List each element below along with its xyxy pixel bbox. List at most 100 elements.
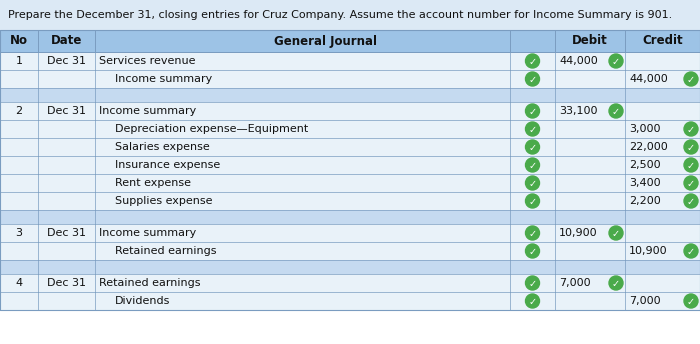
Text: Depreciation expense—Equipment: Depreciation expense—Equipment	[115, 124, 308, 134]
Text: Date: Date	[51, 34, 82, 47]
Text: ✓: ✓	[687, 75, 695, 85]
Text: 4: 4	[15, 278, 22, 288]
Circle shape	[609, 226, 623, 240]
Bar	[0, 210, 700, 224]
Circle shape	[684, 244, 698, 258]
Bar	[0, 30, 700, 52]
Text: Salaries expense: Salaries expense	[115, 142, 210, 152]
Circle shape	[526, 176, 540, 190]
Text: ✓: ✓	[528, 179, 537, 189]
Text: Dividends: Dividends	[115, 296, 170, 306]
Text: Insurance expense: Insurance expense	[115, 160, 220, 170]
Text: 44,000: 44,000	[559, 56, 598, 66]
Text: Income summary: Income summary	[99, 228, 196, 238]
Bar	[0, 52, 700, 70]
Bar	[0, 88, 700, 102]
Text: 2: 2	[15, 106, 22, 116]
Circle shape	[684, 176, 698, 190]
Circle shape	[526, 104, 540, 118]
Text: ✓: ✓	[687, 179, 695, 189]
Text: ✓: ✓	[687, 125, 695, 135]
Text: ✓: ✓	[528, 56, 537, 66]
Bar	[0, 242, 700, 260]
Text: General Journal: General Journal	[274, 34, 377, 47]
Bar	[0, 0, 700, 30]
Text: 2,200: 2,200	[629, 196, 661, 206]
Text: 3,000: 3,000	[629, 124, 661, 134]
Bar	[0, 30, 700, 310]
Text: Retained earnings: Retained earnings	[115, 246, 216, 256]
Bar	[0, 274, 700, 292]
Text: 1: 1	[15, 56, 22, 66]
Text: Retained earnings: Retained earnings	[99, 278, 200, 288]
Text: ✓: ✓	[687, 142, 695, 152]
Text: Dec 31: Dec 31	[47, 106, 86, 116]
Text: ✓: ✓	[528, 75, 537, 85]
Text: ✓: ✓	[612, 228, 620, 238]
Bar	[0, 102, 700, 120]
Circle shape	[526, 158, 540, 172]
Text: ✓: ✓	[687, 161, 695, 171]
Text: ✓: ✓	[528, 125, 537, 135]
Text: ✓: ✓	[528, 228, 537, 238]
Text: Rent expense: Rent expense	[115, 178, 191, 188]
Bar	[0, 224, 700, 242]
Text: Income summary: Income summary	[99, 106, 196, 116]
Bar	[0, 138, 700, 156]
Circle shape	[526, 140, 540, 154]
Text: Services revenue: Services revenue	[99, 56, 195, 66]
Bar	[0, 192, 700, 210]
Text: 7,000: 7,000	[559, 278, 591, 288]
Text: Supplies expense: Supplies expense	[115, 196, 213, 206]
Circle shape	[684, 122, 698, 136]
Text: Credit: Credit	[642, 34, 682, 47]
Text: ✓: ✓	[687, 297, 695, 307]
Text: 3: 3	[15, 228, 22, 238]
Text: ✓: ✓	[687, 196, 695, 206]
Text: ✓: ✓	[528, 297, 537, 307]
Circle shape	[609, 276, 623, 290]
Circle shape	[526, 276, 540, 290]
Circle shape	[609, 54, 623, 68]
Bar	[0, 174, 700, 192]
Text: ✓: ✓	[528, 142, 537, 152]
Text: 7,000: 7,000	[629, 296, 661, 306]
Bar	[0, 70, 700, 88]
Circle shape	[526, 194, 540, 208]
Bar	[0, 120, 700, 138]
Circle shape	[684, 194, 698, 208]
Text: 2,500: 2,500	[629, 160, 661, 170]
Circle shape	[684, 158, 698, 172]
Text: ✓: ✓	[528, 279, 537, 289]
Text: 33,100: 33,100	[559, 106, 598, 116]
Circle shape	[526, 294, 540, 308]
Text: ✓: ✓	[528, 196, 537, 206]
Circle shape	[526, 244, 540, 258]
Text: Dec 31: Dec 31	[47, 278, 86, 288]
Text: Dec 31: Dec 31	[47, 56, 86, 66]
Text: 10,900: 10,900	[629, 246, 668, 256]
Circle shape	[526, 122, 540, 136]
Bar	[0, 260, 700, 274]
Text: Prepare the December 31, closing entries for Cruz Company. Assume the account nu: Prepare the December 31, closing entries…	[8, 10, 672, 20]
Bar	[0, 292, 700, 310]
Circle shape	[526, 226, 540, 240]
Text: ✓: ✓	[687, 247, 695, 257]
Text: ✓: ✓	[528, 107, 537, 117]
Circle shape	[609, 104, 623, 118]
Circle shape	[684, 140, 698, 154]
Text: 3,400: 3,400	[629, 178, 661, 188]
Circle shape	[526, 72, 540, 86]
Text: ✓: ✓	[612, 279, 620, 289]
Text: 10,900: 10,900	[559, 228, 598, 238]
Circle shape	[684, 294, 698, 308]
Text: ✓: ✓	[528, 247, 537, 257]
Text: Dec 31: Dec 31	[47, 228, 86, 238]
Text: Income summary: Income summary	[115, 74, 212, 84]
Circle shape	[526, 54, 540, 68]
Text: 44,000: 44,000	[629, 74, 668, 84]
Text: ✓: ✓	[528, 161, 537, 171]
Bar	[0, 156, 700, 174]
Circle shape	[684, 72, 698, 86]
Text: ✓: ✓	[612, 56, 620, 66]
